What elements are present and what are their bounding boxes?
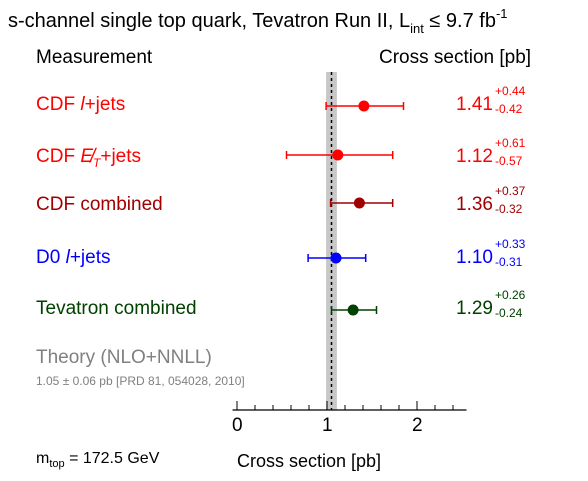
measurement-label-d0-ljets: D0 l+jets xyxy=(36,247,111,268)
data-point-3 xyxy=(330,252,342,264)
theory-label: Theory (NLO+NNLL) xyxy=(36,347,212,368)
x-axis-label: Cross section [pb] xyxy=(237,451,382,471)
measurement-label-tevatron-combined: Tevatron combined xyxy=(36,298,197,319)
measurement-label-cdf-ljets: CDF l+jets xyxy=(36,94,126,115)
chart-title: s-channel single top quark, Tevatron Run… xyxy=(8,6,508,36)
value-tevatron-combined: 1.29 +0.26 -0.24 xyxy=(456,288,526,320)
value-d0-ljets: 1.10 +0.33 -0.31 xyxy=(456,237,526,269)
theory-detail: 1.05 ± 0.06 pb [PRD 81, 054028, 2010] xyxy=(36,374,245,388)
measurement-label-cdf-met-jets: CDF E̸T+jets xyxy=(36,146,142,170)
x-tick-label-0: 0 xyxy=(232,415,243,436)
value-cdf-met-jets: 1.12 +0.61 -0.57 xyxy=(456,136,526,168)
value-cdf-ljets: 1.41 +0.44 -0.42 xyxy=(456,84,526,116)
top-mass-note: mtop = 172.5 GeV xyxy=(36,450,160,470)
data-point-0 xyxy=(358,100,370,112)
value-cdf-combined: 1.36 +0.37 -0.32 xyxy=(456,184,526,216)
data-point-1 xyxy=(332,149,344,161)
data-point-2 xyxy=(353,197,365,209)
x-tick-label-1: 1 xyxy=(322,415,333,436)
measurement-label-cdf-combined: CDF combined xyxy=(36,194,163,215)
data-point-4 xyxy=(347,304,359,316)
x-tick-label-2: 2 xyxy=(412,415,423,436)
measurement-column-header: Measurement xyxy=(36,47,153,68)
cross-section-column-header: Cross section [pb] xyxy=(379,47,532,68)
